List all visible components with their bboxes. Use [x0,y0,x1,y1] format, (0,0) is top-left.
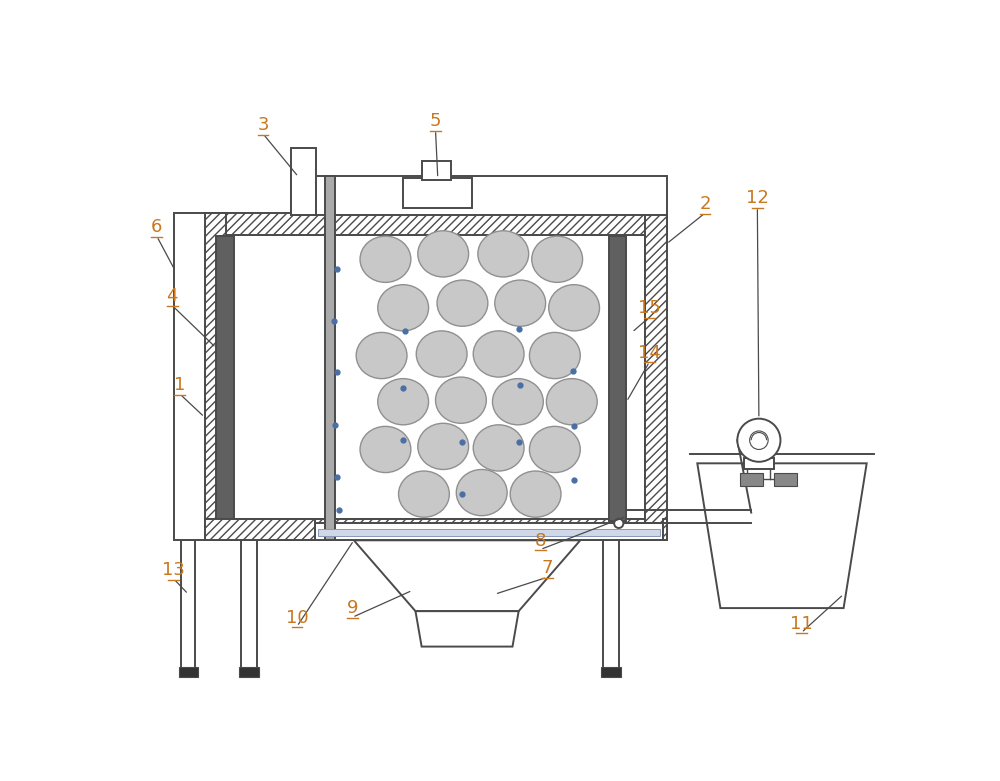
Ellipse shape [473,331,524,377]
Ellipse shape [378,379,429,425]
Ellipse shape [532,236,583,283]
Ellipse shape [418,423,469,469]
Bar [663,519,666,540]
Bar [601,667,621,677]
Circle shape [614,519,623,528]
Ellipse shape [492,379,543,425]
Bar [315,523,663,540]
Bar [239,667,259,677]
Ellipse shape [378,285,429,331]
Ellipse shape [360,236,411,283]
Bar [325,176,335,540]
Text: 10: 10 [286,608,308,626]
Bar [179,667,198,677]
Bar [609,236,626,521]
Ellipse shape [529,333,580,379]
Bar [645,213,666,540]
Ellipse shape [529,426,580,473]
Bar [205,519,315,540]
Text: 3: 3 [257,116,269,134]
Text: 5: 5 [430,112,441,130]
Polygon shape [697,463,867,608]
Text: 12: 12 [746,189,769,207]
Ellipse shape [495,280,546,326]
Text: 4: 4 [166,287,178,305]
Text: 6: 6 [151,218,162,236]
Text: 1: 1 [174,376,186,394]
Text: 13: 13 [162,561,185,579]
Bar [318,529,660,537]
Ellipse shape [436,377,486,423]
Ellipse shape [356,333,407,379]
Bar [216,236,234,521]
Bar [744,458,774,469]
Bar [774,473,797,487]
Bar [241,540,257,677]
Ellipse shape [510,471,561,517]
Bar [422,162,451,180]
Ellipse shape [399,471,449,517]
Bar [291,148,316,215]
Bar [603,540,619,677]
Bar [291,176,666,215]
Text: 2: 2 [699,195,711,213]
Bar [205,519,666,540]
Ellipse shape [549,285,600,331]
Polygon shape [354,540,580,612]
Ellipse shape [416,331,467,377]
Text: 8: 8 [535,532,546,550]
Circle shape [737,419,780,462]
Bar [740,473,763,487]
Bar [205,213,226,540]
Ellipse shape [456,469,507,515]
Ellipse shape [437,280,488,326]
Bar [403,178,472,208]
Bar [226,234,645,519]
Bar [174,213,205,540]
Bar [205,213,666,234]
Ellipse shape [418,230,469,277]
Text: 9: 9 [347,599,358,617]
Text: 14: 14 [638,344,661,362]
Text: 11: 11 [790,615,813,633]
Text: 7: 7 [541,559,553,577]
Bar [181,540,195,677]
Ellipse shape [546,379,597,425]
Ellipse shape [478,230,529,277]
Ellipse shape [360,426,411,473]
Text: 15: 15 [638,299,661,317]
Polygon shape [415,612,519,647]
Ellipse shape [473,425,524,471]
